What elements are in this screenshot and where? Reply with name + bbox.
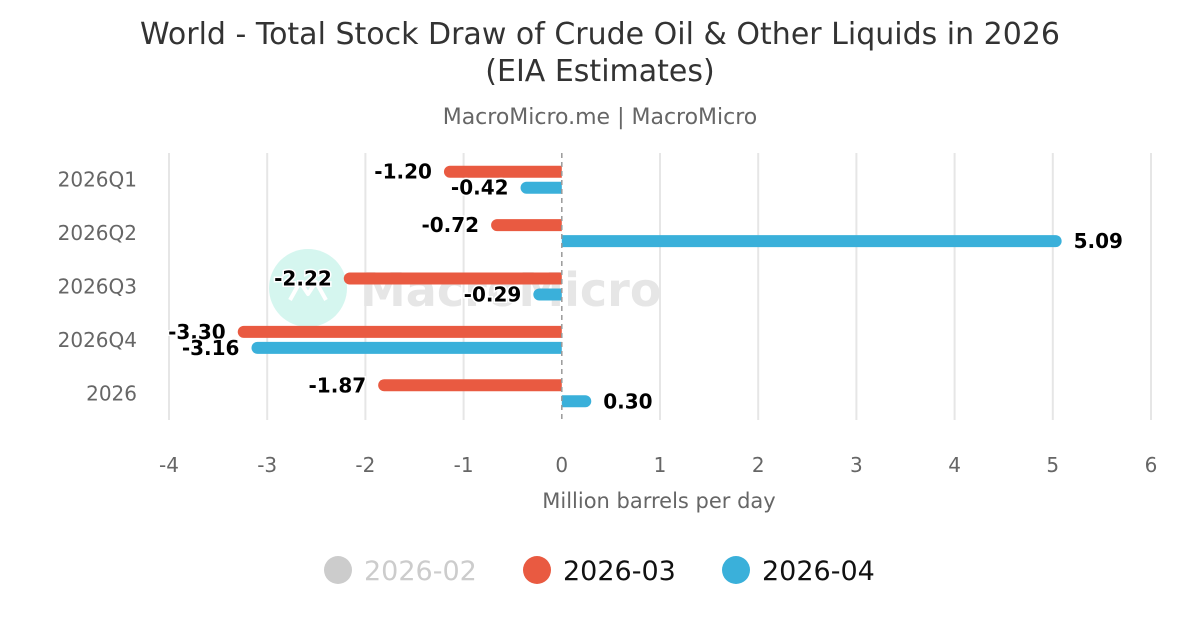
bar-2026-03	[443, 165, 562, 178]
data-label: 5.09	[1074, 229, 1123, 253]
watermark-text: MacroMicro	[360, 263, 661, 317]
data-label: -0.29	[464, 283, 522, 307]
watermark-logo-icon	[269, 249, 347, 327]
x-tick-label: -4	[159, 453, 179, 477]
data-label: -3.30	[168, 320, 226, 344]
data-label: -0.72	[421, 213, 479, 237]
x-tick-label: -2	[355, 453, 375, 477]
legend: 2026-02 2026-03 2026-04	[324, 556, 875, 587]
bars	[237, 165, 1062, 408]
data-label: -2.22	[274, 267, 332, 291]
legend-marker-2026-04[interactable]	[722, 556, 750, 584]
watermark: MacroMicro	[269, 249, 661, 327]
legend-marker-2026-03[interactable]	[523, 556, 551, 584]
x-tick-label: 1	[654, 453, 667, 477]
data-labels: -1.20 -0.42 -0.72 5.09 -2.22 -0.29 -3.30-3.16 -…	[167, 158, 1125, 415]
chart-title: World - Total Stock Draw of Crude Oil & …	[140, 17, 1060, 52]
x-tick-label: 2	[752, 453, 765, 477]
category-labels: 2026Q1 2026Q2 2026Q3 2026Q4 2026	[58, 168, 137, 406]
legend-item-2026-03[interactable]: 2026-03	[563, 556, 676, 587]
bar-2026-03	[491, 219, 562, 232]
watermark-logo-mark-icon	[288, 280, 328, 301]
chart-title-line2: (EIA Estimates)	[485, 54, 714, 89]
bar-2026-04	[561, 235, 1062, 248]
bar-2026-03	[237, 325, 562, 338]
category-label: 2026Q2	[58, 221, 137, 245]
data-label: -3.16	[182, 336, 240, 360]
x-tick-label: -3	[257, 453, 277, 477]
category-label: 2026Q3	[58, 275, 137, 299]
legend-item-2026-02[interactable]: 2026-02	[364, 556, 477, 587]
chart-subtitle: MacroMicro.me | MacroMicro	[443, 105, 758, 130]
x-axis-title: Million barrels per day	[542, 489, 775, 513]
data-label: -1.20	[374, 160, 432, 184]
data-label: -1.87	[309, 373, 367, 397]
bar-2026-03	[378, 379, 562, 392]
x-tick-label: 0	[555, 453, 568, 477]
bar-2026-03	[343, 272, 562, 285]
bar-2026-04	[520, 181, 562, 194]
x-tick-label: 6	[1145, 453, 1158, 477]
legend-marker-2026-02[interactable]	[324, 556, 352, 584]
category-label: 2026Q1	[58, 168, 137, 192]
data-label: -0.42	[451, 176, 509, 200]
gridlines	[168, 153, 1152, 420]
x-tick-label: 4	[948, 453, 961, 477]
category-label: 2026	[86, 381, 137, 405]
x-tick-label: 5	[1046, 453, 1059, 477]
data-label: 0.30	[603, 389, 652, 413]
x-tick-label: -1	[454, 453, 474, 477]
x-tick-label: 3	[850, 453, 863, 477]
bar-2026-04	[561, 395, 592, 408]
category-label: 2026Q4	[58, 328, 137, 352]
legend-item-2026-04[interactable]: 2026-04	[762, 556, 875, 587]
bar-2026-04	[251, 341, 562, 354]
x-tick-labels: -4 -3 -2 -1 0 1 2 3 4 5 6	[159, 453, 1157, 477]
bar-2026-04	[533, 288, 562, 301]
